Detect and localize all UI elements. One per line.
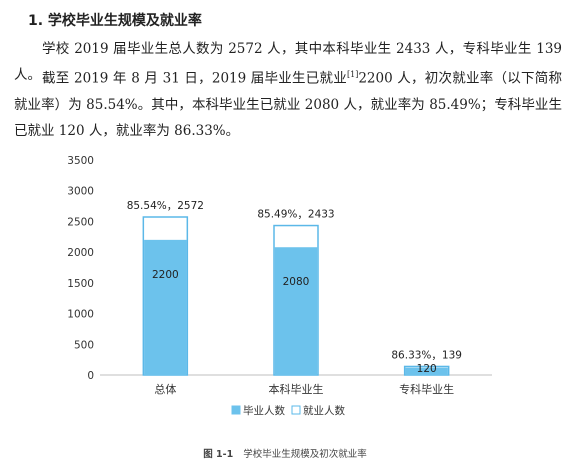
figure-title: 学校毕业生规模及初次就业率 [243,449,367,460]
paragraph-graduate-total: 学校 2019 届毕业生总人数为 2572 人，其中本科毕业生 2433 人，专… [14,41,562,83]
data-label-employed-1: 2080 [283,276,310,288]
x-category-label-0: 总体 [154,382,176,396]
paragraph-text-part2: 2200 人，初次就业率（以下简称就业率）为 85.54%。其中，本科毕业生已就… [14,70,562,139]
data-label-employed-2: 120 [417,363,437,375]
legend-label-1: 就业人数 [303,404,345,417]
x-category-label-1: 本科毕业生 [269,382,324,396]
data-label-rate-0: 85.54%，2572 [127,200,204,212]
legend-label-0: 毕业人数 [243,404,285,417]
bar-employed-2 [405,367,448,375]
y-tick-label: 0 [87,370,94,382]
legend-swatch-0 [231,405,241,415]
data-label-rate-2: 86.33%，139 [391,349,462,361]
bar-employed-1 [274,247,318,375]
y-tick-label: 3000 [67,186,94,198]
x-category-label-2: 专科毕业生 [399,382,454,396]
section-heading: 1. 学校毕业生规模及就业率 [28,13,202,29]
footnote-marker[interactable]: [1] [347,70,359,79]
y-tick-label: 3500 [67,155,94,167]
data-label-rate-1: 85.49%，2433 [257,209,334,221]
y-tick-label: 2500 [67,216,94,228]
y-tick-label: 1000 [67,309,94,321]
data-label-employed-0: 2200 [152,269,179,281]
paragraph-text-part1: 截至 2019 年 8 月 31 日，2019 届毕业生已就业 [42,70,347,87]
figure-number: 图 1-1 [203,449,234,460]
y-tick-label: 2000 [67,247,94,259]
paragraph-employment-rate: 截至 2019 年 8 月 31 日，2019 届毕业生已就业[1]2200 人… [14,62,562,144]
y-tick-label: 1500 [67,278,94,290]
bar-employed-0 [144,239,187,375]
figure-caption: 图 1-1 学校毕业生规模及初次就业率 [0,446,570,460]
legend-swatch-1 [291,405,301,415]
y-tick-label: 500 [74,339,94,351]
